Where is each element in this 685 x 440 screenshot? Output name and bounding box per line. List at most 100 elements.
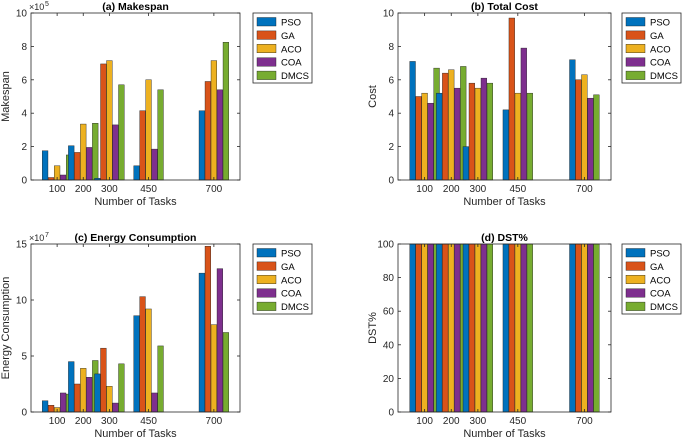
- legend: PSO GA ACO COA DMCS: [621, 243, 682, 315]
- legend-label-pso: PSO: [281, 249, 301, 260]
- x-tick-label: 700: [206, 416, 223, 427]
- bar-coa-200: [86, 147, 93, 181]
- subplot-1: 0 2 4 6 8 10 100 200 300 450 700 (b) Total Cost Numb…: [367, 1, 682, 208]
- bar-aco-100: [421, 92, 428, 181]
- legend-label-ga: GA: [281, 31, 295, 42]
- axis-exponent: ×10 7: [29, 232, 49, 243]
- bar-aco-300: [474, 87, 481, 181]
- x-tick-label: 300: [470, 416, 487, 427]
- bar-aco-200: [448, 243, 455, 413]
- y-tick-label: 0: [21, 176, 27, 187]
- bar-pso-450: [502, 243, 509, 413]
- x-tick-label: 300: [101, 416, 118, 427]
- bar-aco-450: [145, 79, 152, 181]
- legend-swatch-aco: [256, 44, 277, 53]
- y-tick-label: 10: [16, 9, 28, 20]
- axes-box: [30, 12, 241, 181]
- x-tick-label: 450: [140, 184, 157, 195]
- bar-ga-200: [442, 243, 449, 413]
- bar-aco-200: [448, 69, 455, 181]
- legend-label-ga: GA: [281, 262, 295, 273]
- legend-label-coa: COA: [650, 58, 671, 69]
- bar-aco-700: [210, 324, 217, 413]
- bar-dmcs-300: [118, 363, 125, 413]
- bar-coa-300: [112, 124, 119, 181]
- x-tick-label: 100: [49, 416, 66, 427]
- x-axis-label: Number of Tasks: [463, 428, 546, 440]
- legend-swatch-dmcs: [256, 301, 277, 311]
- bar-ga-300: [100, 63, 107, 181]
- bar-aco-200: [80, 123, 87, 181]
- y-tick-label: 0: [21, 408, 27, 419]
- bar-ga-700: [575, 243, 582, 413]
- legend-swatch-coa: [625, 57, 646, 67]
- y-tick-label: 0: [388, 176, 394, 187]
- bar-pso-200: [436, 92, 443, 181]
- legend: PSO GA ACO COA DMCS: [252, 243, 313, 315]
- legend-swatch-pso: [256, 248, 277, 258]
- bar-ga-700: [575, 79, 582, 181]
- bar-coa-300: [112, 402, 119, 413]
- legend-label-dmcs: DMCS: [650, 302, 678, 313]
- y-tick-label: 2: [21, 142, 27, 153]
- y-tick-label: 5: [21, 352, 27, 363]
- bar-dmcs-200: [92, 123, 99, 181]
- chart-title: (b) Total Cost: [471, 1, 538, 13]
- bar-pso-300: [462, 243, 469, 413]
- legend-swatch-ga: [256, 261, 277, 271]
- y-tick-label: 4: [21, 109, 27, 120]
- bar-ga-200: [442, 72, 449, 181]
- y-tick-label: 6: [21, 75, 27, 86]
- x-tick-label: 300: [101, 184, 118, 195]
- svg-text:×10: ×10: [29, 2, 44, 12]
- bar-coa-700: [216, 89, 223, 181]
- bar-aco-450: [514, 243, 521, 413]
- y-axis-label: Cost: [367, 85, 379, 108]
- bar-ga-450: [508, 243, 515, 413]
- x-tick-label: 450: [509, 416, 526, 427]
- legend-label-aco: ACO: [281, 44, 302, 55]
- y-axis-label: Makespan: [0, 71, 12, 122]
- legend-label-dmcs: DMCS: [650, 71, 678, 82]
- bar-dmcs-700: [222, 42, 229, 181]
- bar-ga-450: [508, 17, 515, 181]
- legend: PSO GA ACO COA DMCS: [621, 12, 682, 84]
- bar-ga-100: [415, 243, 422, 413]
- legend-swatch-ga: [256, 30, 277, 40]
- legend-swatch-pso: [625, 248, 646, 258]
- bar-ga-200: [74, 152, 81, 181]
- legend-label-ga: GA: [650, 262, 664, 273]
- chart-title: (c) Energy Consumption: [75, 232, 197, 244]
- x-tick-label: 700: [576, 416, 593, 427]
- y-tick-label: 10: [383, 9, 395, 20]
- bar-pso-100: [42, 150, 49, 181]
- bar-aco-200: [80, 368, 87, 413]
- bar-pso-100: [409, 243, 416, 413]
- bar-coa-700: [216, 268, 223, 413]
- legend-swatch-aco: [625, 44, 646, 53]
- x-tick-label: 200: [75, 416, 92, 427]
- x-tick-label: 100: [416, 184, 433, 195]
- bar-ga-200: [74, 383, 81, 413]
- bar-aco-700: [581, 74, 588, 181]
- bar-coa-100: [60, 174, 67, 181]
- bar-aco-450: [145, 308, 152, 413]
- legend-swatch-dmcs: [625, 301, 646, 311]
- bar-pso-200: [68, 145, 75, 181]
- axis-exponent: ×10 5: [29, 1, 49, 12]
- x-tick-label: 450: [509, 184, 526, 195]
- subplot-0: 0 2 4 6 8 10 100 200 300 450 700 (a) Makespan Number…: [0, 1, 313, 208]
- chart-title: (a) Makespan: [102, 1, 169, 13]
- legend-swatch-coa: [625, 288, 646, 298]
- y-tick-label: 4: [388, 109, 394, 120]
- y-tick-label: 8: [388, 42, 394, 53]
- y-tick-label: 60: [383, 307, 395, 318]
- bar-pso-700: [198, 272, 205, 413]
- bar-pso-450: [133, 165, 140, 181]
- bar-aco-100: [421, 243, 428, 413]
- legend-label-aco: ACO: [650, 275, 671, 286]
- y-axis-label: Energy Consumption: [0, 277, 12, 380]
- legend-label-pso: PSO: [650, 18, 670, 29]
- legend-swatch-aco: [625, 275, 646, 284]
- y-tick-label: 40: [383, 340, 395, 351]
